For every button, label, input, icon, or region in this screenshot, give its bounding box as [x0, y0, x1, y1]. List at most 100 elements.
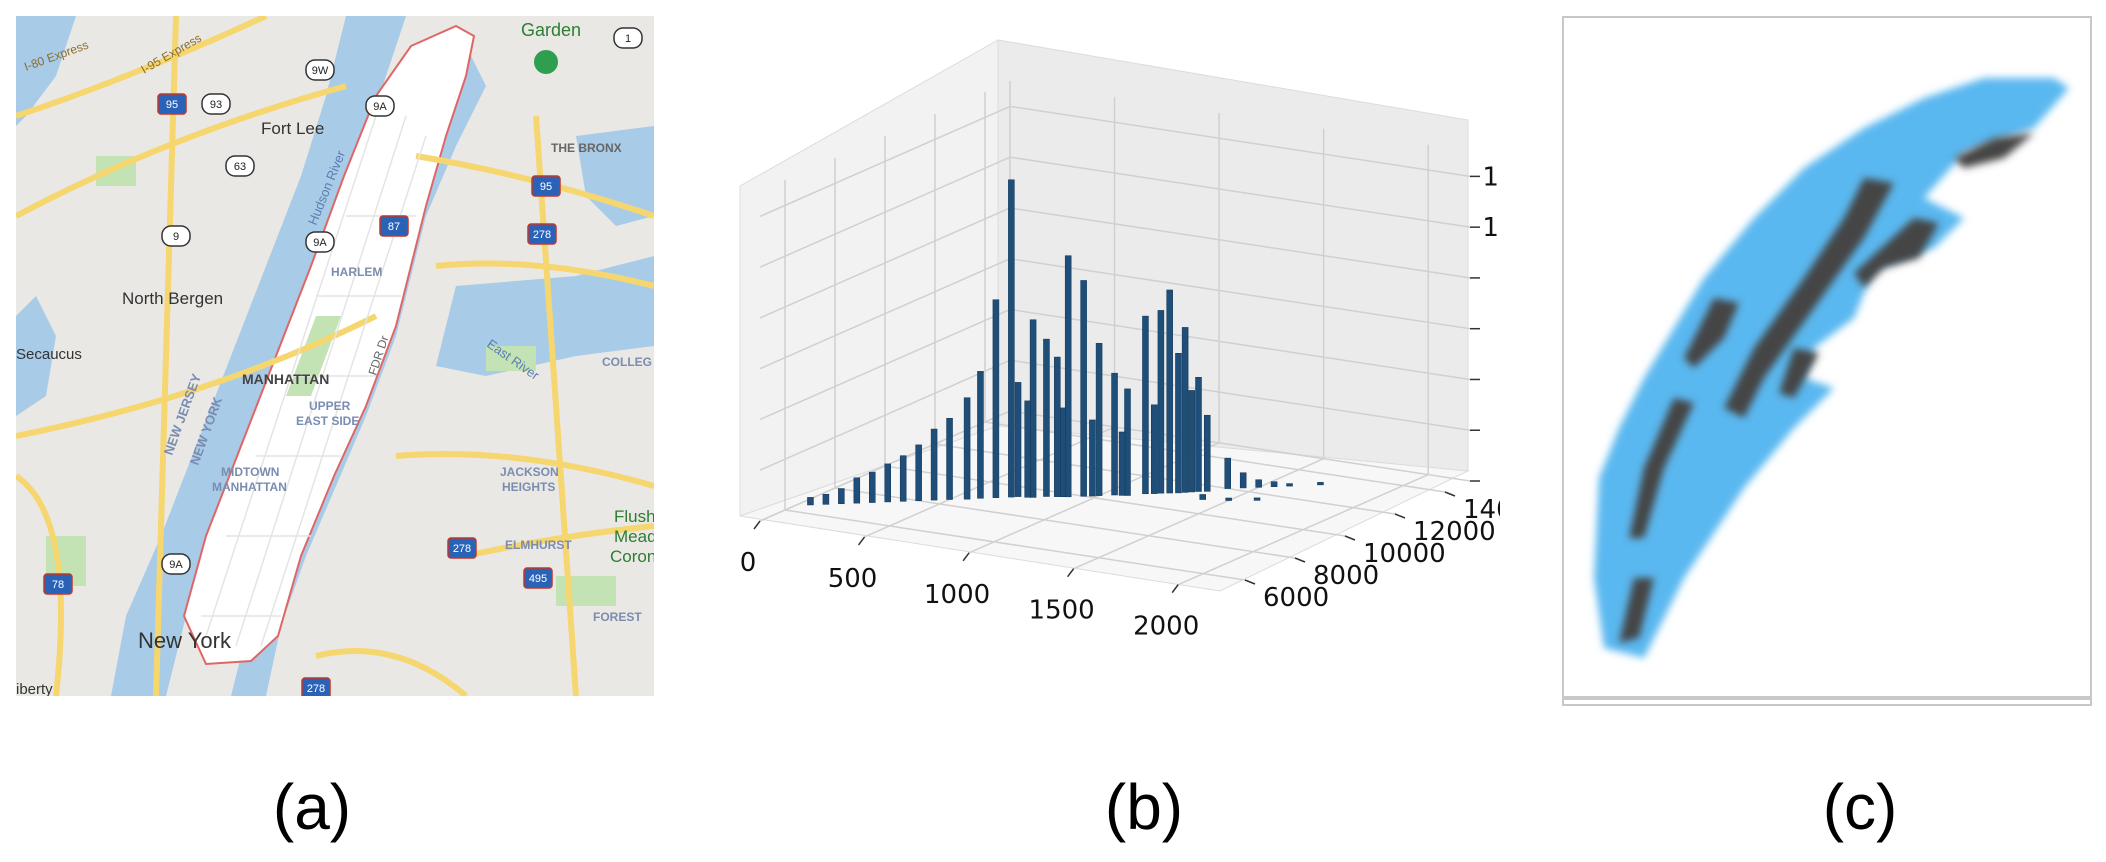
z-tick-label: 80 [1499, 264, 1500, 294]
z-tick-label: 60 [1499, 315, 1500, 345]
highway-shield-icon: 278 [301, 677, 331, 696]
map-label-flushing-3: Coron [610, 547, 654, 566]
svg-text:9A: 9A [169, 559, 183, 571]
map-label-ues-2: EAST SIDE [296, 414, 359, 428]
map-label-manhattan: MANHATTAN [242, 371, 329, 387]
bar [930, 428, 938, 501]
bar [1014, 382, 1022, 497]
x-tick-label: 0 [740, 548, 757, 578]
bar [1029, 319, 1037, 498]
bar [838, 488, 845, 505]
highway-shield-icon: 9W [305, 59, 335, 81]
grid-line [834, 487, 1296, 559]
svg-text:278: 278 [533, 229, 551, 241]
bars-group [807, 179, 1324, 506]
svg-text:9: 9 [173, 231, 179, 243]
grid-line [884, 465, 1346, 537]
y-tick-mark [1394, 513, 1406, 519]
highway-shield-icon: 93 [201, 93, 231, 115]
grid-line [784, 509, 1246, 581]
bar [1095, 343, 1103, 496]
bar3d-svg: 0500100015002000600080001000012000140000… [739, 39, 1546, 642]
bar [1064, 255, 1072, 498]
map-label-secaucus: Secaucus [16, 346, 82, 363]
y-tick-mark [1444, 491, 1456, 497]
y-tick-mark [1344, 535, 1356, 541]
bar [1059, 407, 1066, 497]
bar [977, 371, 984, 499]
svg-text:278: 278 [307, 683, 325, 695]
hotspot-1 [1724, 178, 1894, 418]
z-tick-label: 20 [1499, 416, 1500, 446]
bar [899, 455, 907, 502]
x-tick-mark [857, 536, 866, 546]
highway-shield-icon: 87 [379, 215, 409, 237]
highway-shield-icon: 78 [43, 573, 73, 595]
bar [1118, 431, 1126, 496]
highway-shield-icon: 9A [161, 553, 191, 575]
svg-text:9A: 9A [373, 101, 387, 113]
map-label-college: COLLEG [602, 355, 652, 369]
map-label-jackson-2: HEIGHTS [502, 480, 555, 494]
x-tick-mark [753, 520, 761, 530]
map-label-elmhurst: ELMHURST [505, 538, 572, 552]
bar [1181, 327, 1189, 493]
highway-shield-icon: 9A [365, 95, 395, 117]
bar [1150, 404, 1158, 494]
z-tick-label: 100 [1482, 213, 1500, 243]
highway-shield-icon: 95 [157, 93, 187, 115]
bar [1255, 479, 1262, 488]
bar [1080, 280, 1087, 497]
map-label-fort-lee: Fort Lee [261, 119, 324, 138]
bar [1157, 310, 1165, 494]
svg-text:9A: 9A [313, 237, 327, 249]
park-3 [556, 576, 616, 606]
svg-text:495: 495 [529, 573, 547, 585]
map-label-north-bergen: North Bergen [122, 289, 223, 308]
hotspot-4 [1684, 298, 1739, 368]
bar [1224, 457, 1231, 489]
bar [1225, 497, 1232, 501]
highway-shield-icon: 95 [531, 175, 561, 197]
caption-c: (c) [1822, 771, 1898, 843]
y-tick-label: 6000 [1263, 583, 1329, 613]
svg-text:95: 95 [540, 181, 552, 193]
svg-text:1: 1 [625, 33, 631, 45]
highway-shield-icon: 63 [225, 155, 255, 177]
x-tick-label: 1500 [1029, 596, 1095, 626]
bar [1043, 338, 1050, 497]
z-tick-label: 40 [1499, 365, 1500, 395]
hotspot-3 [1954, 133, 2034, 168]
hotspot-5 [1629, 398, 1694, 538]
y-tick-mark [1294, 557, 1306, 563]
highway-shield-icon: 9A [305, 231, 335, 253]
highway-shields: 95 93 9W 9A 1 63 9A 87 278 95 9 9A 278 495 78 278 [43, 27, 643, 696]
heatmap-high-regions [1619, 133, 2034, 643]
bar [1175, 353, 1182, 494]
heatmap-low-region [1594, 78, 2069, 658]
bar [1188, 390, 1196, 493]
bar [1008, 179, 1015, 498]
map-label-ues-1: UPPER [309, 399, 351, 413]
bar [1142, 315, 1149, 495]
map-label-midtown-1: MIDTOWN [221, 465, 279, 479]
y-tick-label: 8000 [1313, 561, 1379, 591]
bar [869, 471, 876, 503]
x-tick-mark [1067, 568, 1075, 578]
map-label-flushing-1: Flush [614, 507, 654, 526]
bar [1239, 472, 1247, 489]
highway-shield-icon: 9 [161, 225, 191, 247]
map-label-midtown-2: MANHATTAN [212, 480, 287, 494]
svg-text:63: 63 [234, 161, 246, 173]
caption-b: (b) [1104, 771, 1184, 843]
x-tick-mark [1171, 584, 1179, 594]
heatmap-panel [1562, 16, 2092, 706]
bar [853, 477, 861, 504]
map-label-flushing-2: Mead [614, 527, 654, 546]
bar [1317, 482, 1324, 486]
caption-a: (a) [272, 771, 352, 843]
bar [1199, 494, 1206, 500]
garden-pin-icon [534, 50, 558, 74]
hotspot-7 [1779, 348, 1819, 398]
map-label-garden: Garden [521, 20, 581, 40]
